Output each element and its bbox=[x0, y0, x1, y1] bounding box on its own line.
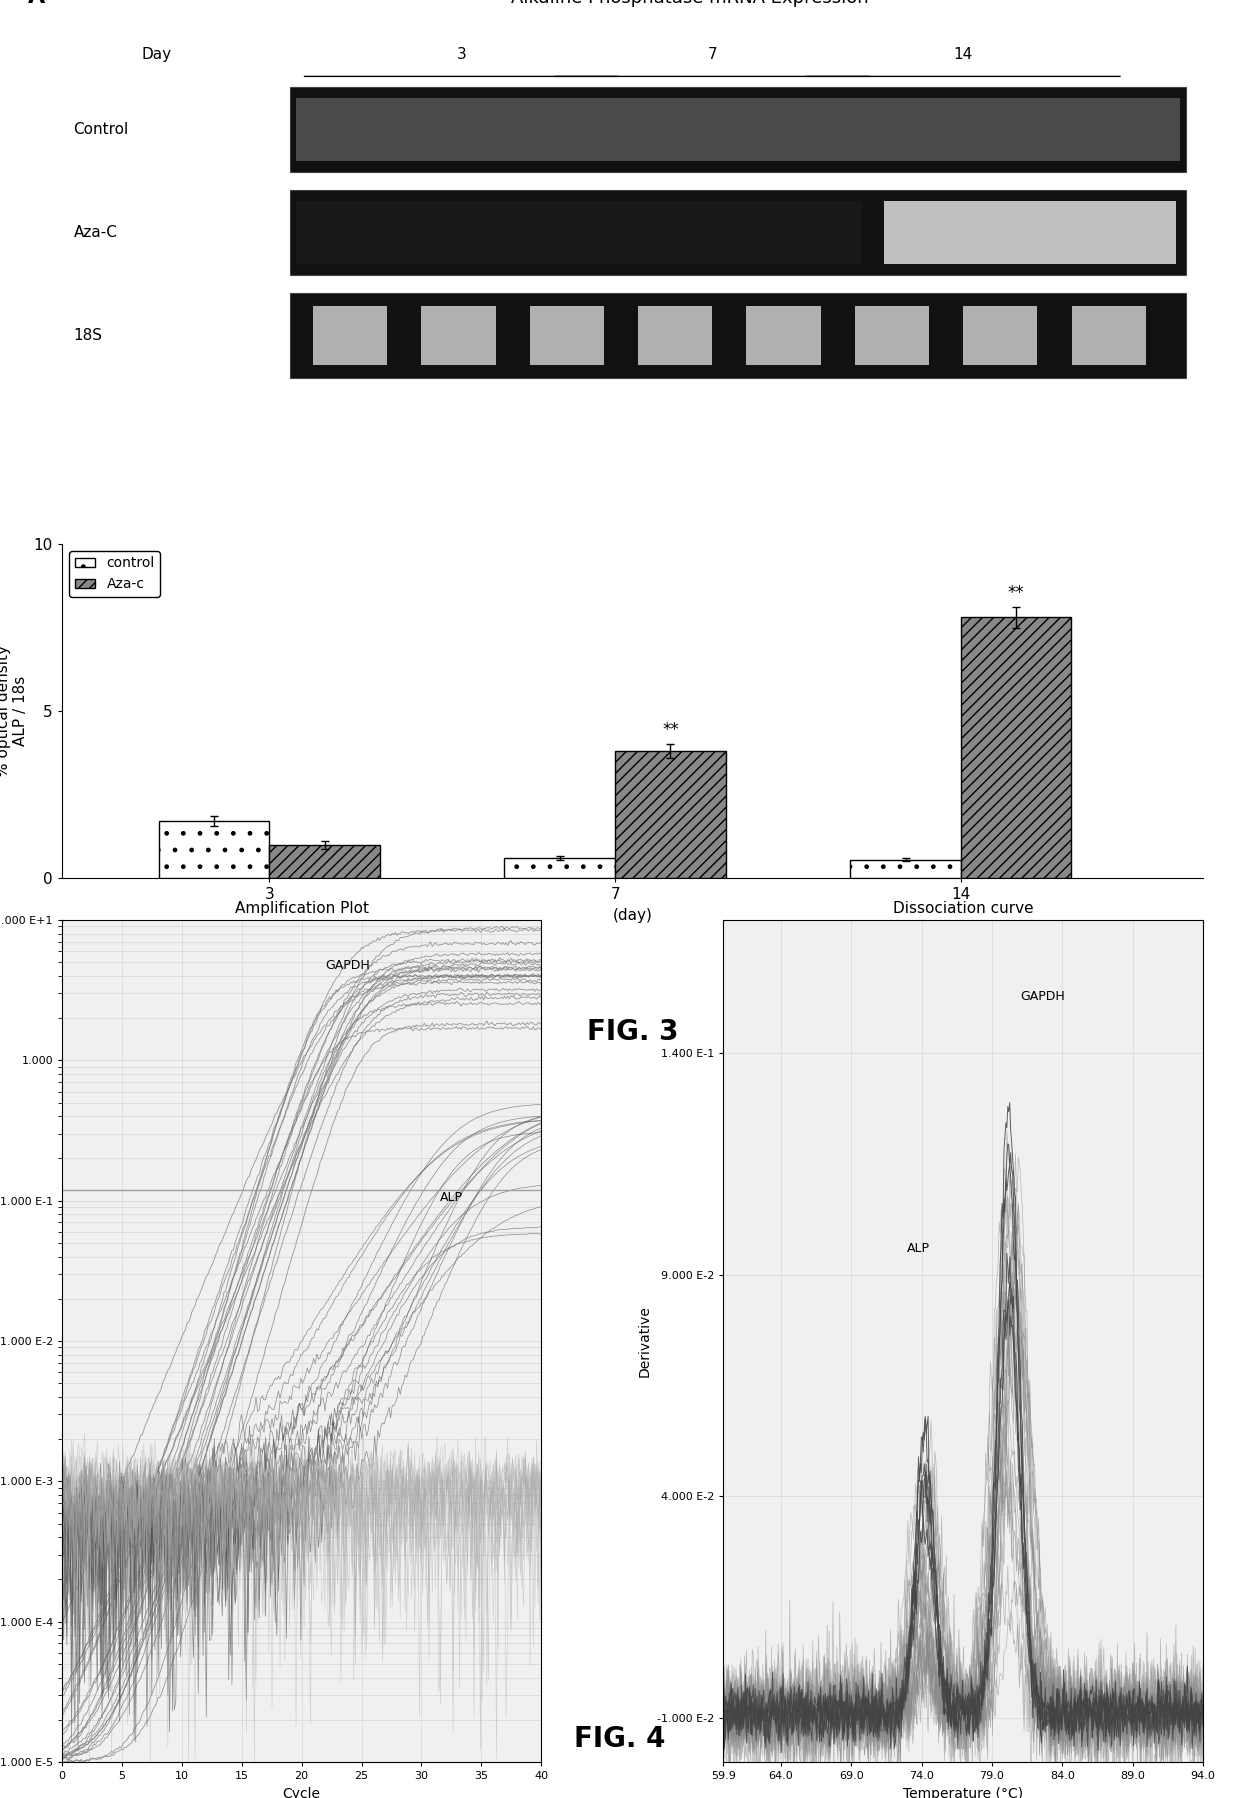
Text: GAPDH: GAPDH bbox=[326, 958, 371, 971]
X-axis label: Cycle: Cycle bbox=[283, 1787, 321, 1798]
Title: Amplification Plot: Amplification Plot bbox=[234, 901, 368, 917]
Text: Aza-C: Aza-C bbox=[73, 225, 118, 241]
Bar bbox=[961, 617, 1071, 877]
FancyBboxPatch shape bbox=[290, 293, 1185, 378]
FancyBboxPatch shape bbox=[290, 191, 1185, 275]
Text: 18S: 18S bbox=[73, 327, 103, 343]
FancyBboxPatch shape bbox=[854, 306, 929, 365]
FancyBboxPatch shape bbox=[422, 306, 496, 365]
Text: FIG. 3: FIG. 3 bbox=[587, 1018, 678, 1046]
FancyBboxPatch shape bbox=[1071, 306, 1146, 365]
Y-axis label: Derivative: Derivative bbox=[637, 1305, 652, 1377]
Text: **: ** bbox=[662, 721, 678, 739]
FancyBboxPatch shape bbox=[963, 306, 1038, 365]
Text: ALP: ALP bbox=[439, 1190, 463, 1203]
FancyBboxPatch shape bbox=[296, 99, 1180, 162]
X-axis label: (day): (day) bbox=[613, 908, 652, 922]
Text: Day: Day bbox=[141, 47, 172, 61]
FancyBboxPatch shape bbox=[290, 88, 1185, 173]
Legend: control, Aza-c: control, Aza-c bbox=[69, 550, 160, 597]
Text: GAPDH: GAPDH bbox=[1021, 991, 1065, 1003]
Bar bbox=[615, 752, 725, 877]
FancyBboxPatch shape bbox=[312, 306, 387, 365]
Text: **: ** bbox=[1008, 584, 1024, 602]
Y-axis label: % optical density
ALP / 18s: % optical density ALP / 18s bbox=[0, 645, 29, 777]
Text: 3: 3 bbox=[456, 47, 466, 61]
FancyBboxPatch shape bbox=[639, 306, 712, 365]
Title: Dissociation curve: Dissociation curve bbox=[893, 901, 1033, 917]
FancyBboxPatch shape bbox=[746, 306, 821, 365]
Text: 14: 14 bbox=[954, 47, 973, 61]
Bar bbox=[269, 845, 379, 877]
Text: A: A bbox=[27, 0, 45, 7]
Text: Control: Control bbox=[73, 122, 129, 137]
FancyBboxPatch shape bbox=[296, 201, 862, 264]
Text: 7: 7 bbox=[708, 47, 717, 61]
Bar bbox=[851, 859, 961, 877]
Bar bbox=[159, 822, 269, 877]
FancyBboxPatch shape bbox=[884, 201, 1176, 264]
X-axis label: Temperature (°C): Temperature (°C) bbox=[903, 1787, 1023, 1798]
Text: ALP: ALP bbox=[908, 1242, 930, 1255]
FancyBboxPatch shape bbox=[529, 306, 604, 365]
Text: Alkaline Phosphatase mRNA Expression: Alkaline Phosphatase mRNA Expression bbox=[511, 0, 868, 7]
Text: FIG. 4: FIG. 4 bbox=[574, 1724, 666, 1753]
Bar bbox=[505, 858, 615, 877]
